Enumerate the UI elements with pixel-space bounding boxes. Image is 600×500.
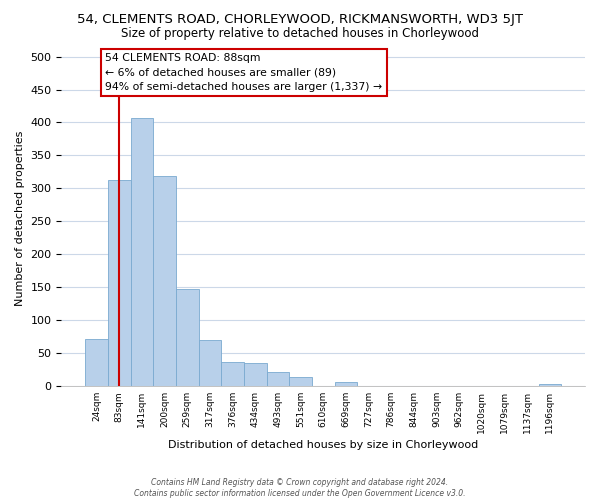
Text: Contains HM Land Registry data © Crown copyright and database right 2024.
Contai: Contains HM Land Registry data © Crown c… [134,478,466,498]
Bar [131,118,153,386]
Text: 54, CLEMENTS ROAD, CHORLEYWOOD, RICKMANSWORTH, WD3 5JT: 54, CLEMENTS ROAD, CHORLEYWOOD, RICKMANS… [77,12,523,26]
Bar [539,384,561,386]
Bar [244,363,266,386]
Bar [108,180,131,386]
Bar [266,372,289,386]
Bar [85,338,108,386]
Text: Size of property relative to detached houses in Chorleywood: Size of property relative to detached ho… [121,28,479,40]
Y-axis label: Number of detached properties: Number of detached properties [15,130,25,306]
Bar [199,340,221,386]
Bar [153,176,176,386]
X-axis label: Distribution of detached houses by size in Chorleywood: Distribution of detached houses by size … [168,440,478,450]
Bar [289,377,312,386]
Bar [221,362,244,386]
Bar [335,382,357,386]
Text: 54 CLEMENTS ROAD: 88sqm
← 6% of detached houses are smaller (89)
94% of semi-det: 54 CLEMENTS ROAD: 88sqm ← 6% of detached… [105,54,382,92]
Bar [176,289,199,386]
